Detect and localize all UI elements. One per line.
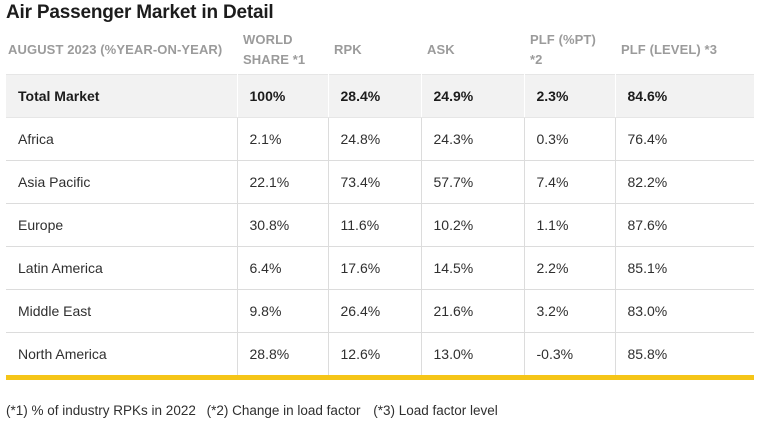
table-row-middle-east: Middle East 9.8% 26.4% 21.6% 3.2% 83.0% xyxy=(6,289,754,333)
column-header-rpk: RPK xyxy=(334,42,362,57)
ask-cell: 24.3% xyxy=(421,117,525,161)
plf-pt-cell: 1.1% xyxy=(524,203,616,247)
world-share-cell: 28.8% xyxy=(237,332,329,380)
column-header-plf-level: PLF (LEVEL) *3 xyxy=(621,42,718,57)
column-header-period: AUGUST 2023 (%YEAR-ON-YEAR) xyxy=(8,42,223,57)
world-share-cell: 2.1% xyxy=(237,117,329,161)
rpk-cell: 12.6% xyxy=(328,332,422,380)
world-share-cell: 22.1% xyxy=(237,160,329,204)
plf-level-cell: 84.6% xyxy=(615,74,754,118)
total-market-row: Total Market 100% 28.4% 24.9% 2.3% 84.6% xyxy=(6,74,754,118)
plf-level-cell: 87.6% xyxy=(615,203,754,247)
footnotes: (*1) % of industry RPKs in 2022 (*2) Cha… xyxy=(6,403,498,418)
table-body: Total Market 100% 28.4% 24.9% 2.3% 84.6%… xyxy=(6,74,754,380)
region-cell: Asia Pacific xyxy=(6,160,238,204)
plf-pt-cell: 7.4% xyxy=(524,160,616,204)
plf-level-cell: 82.2% xyxy=(615,160,754,204)
column-header-world-share: WORLD SHARE *1 xyxy=(243,32,306,67)
rpk-cell: 73.4% xyxy=(328,160,422,204)
plf-pt-cell: 0.3% xyxy=(524,117,616,161)
plf-level-cell: 85.8% xyxy=(615,332,754,380)
table-row-europe: Europe 30.8% 11.6% 10.2% 1.1% 87.6% xyxy=(6,203,754,247)
market-table: AUGUST 2023 (%YEAR-ON-YEAR) WORLD SHARE … xyxy=(6,26,754,380)
plf-level-cell: 83.0% xyxy=(615,289,754,333)
footnote-world-share: (*1) % of industry RPKs in 2022 xyxy=(6,403,196,418)
table-header: AUGUST 2023 (%YEAR-ON-YEAR) WORLD SHARE … xyxy=(6,26,754,75)
ask-cell: 10.2% xyxy=(421,203,525,247)
plf-pt-cell: 2.3% xyxy=(524,74,616,118)
region-cell: Total Market xyxy=(6,74,238,118)
table-row-africa: Africa 2.1% 24.8% 24.3% 0.3% 76.4% xyxy=(6,117,754,161)
rpk-cell: 28.4% xyxy=(328,74,422,118)
region-cell: Africa xyxy=(6,117,238,161)
page-title: Air Passenger Market in Detail xyxy=(6,2,274,23)
region-cell: Europe xyxy=(6,203,238,247)
table-row-latin-america: Latin America 6.4% 17.6% 14.5% 2.2% 85.1… xyxy=(6,246,754,290)
world-share-cell: 30.8% xyxy=(237,203,329,247)
column-header-ask: ASK xyxy=(427,42,455,57)
ask-cell: 21.6% xyxy=(421,289,525,333)
ask-cell: 57.7% xyxy=(421,160,525,204)
plf-level-cell: 85.1% xyxy=(615,246,754,290)
rpk-cell: 17.6% xyxy=(328,246,422,290)
world-share-cell: 6.4% xyxy=(237,246,329,290)
rpk-cell: 26.4% xyxy=(328,289,422,333)
footnote-plf-change: (*2) Change in load factor xyxy=(206,403,361,418)
ask-cell: 13.0% xyxy=(421,332,525,380)
plf-level-cell: 76.4% xyxy=(615,117,754,161)
ask-cell: 24.9% xyxy=(421,74,525,118)
footnote-plf-level: (*3) Load factor level xyxy=(373,403,498,418)
ask-cell: 14.5% xyxy=(421,246,525,290)
column-header-plf-pt: PLF (%PT) *2 xyxy=(530,32,596,67)
region-cell: North America xyxy=(6,332,238,380)
plf-pt-cell: 3.2% xyxy=(524,289,616,333)
world-share-cell: 100% xyxy=(237,74,329,118)
table-row-asia-pacific: Asia Pacific 22.1% 73.4% 57.7% 7.4% 82.2… xyxy=(6,160,754,204)
header-row: AUGUST 2023 (%YEAR-ON-YEAR) WORLD SHARE … xyxy=(6,26,754,75)
table-row-north-america: North America 28.8% 12.6% 13.0% -0.3% 85… xyxy=(6,332,754,380)
plf-pt-cell: -0.3% xyxy=(524,332,616,380)
rpk-cell: 11.6% xyxy=(328,203,422,247)
region-cell: Middle East xyxy=(6,289,238,333)
region-cell: Latin America xyxy=(6,246,238,290)
plf-pt-cell: 2.2% xyxy=(524,246,616,290)
world-share-cell: 9.8% xyxy=(237,289,329,333)
rpk-cell: 24.8% xyxy=(328,117,422,161)
